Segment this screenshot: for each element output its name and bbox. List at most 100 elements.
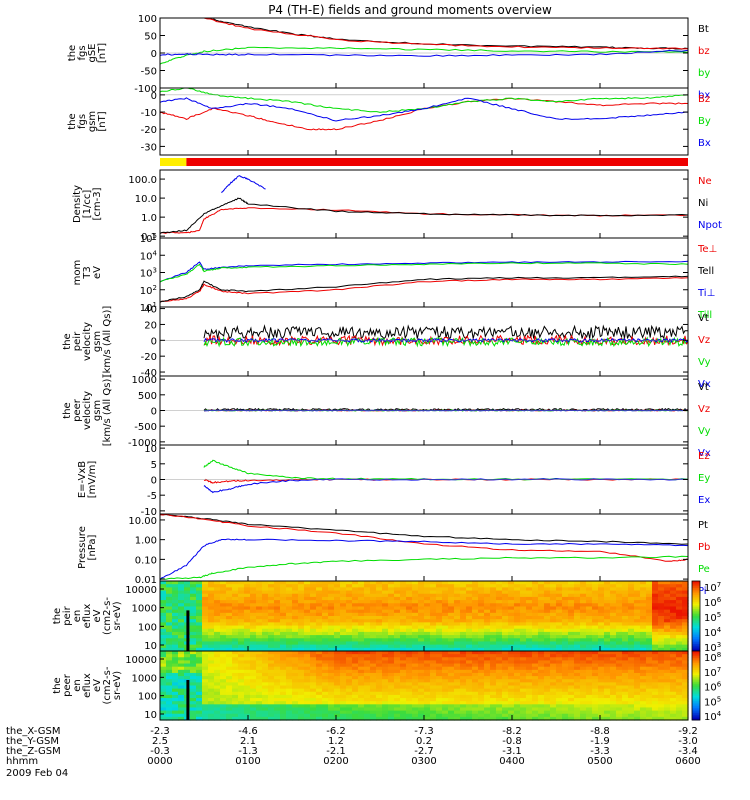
heat-cell [418,679,425,683]
heat-cell [658,622,665,627]
heat-cell [460,654,467,658]
heat-cell [430,619,437,623]
heat-cell [262,672,269,677]
heat-cell [262,647,269,652]
heat-cell [604,590,611,595]
heat-cell [178,672,185,677]
heat-cell [244,669,251,674]
heat-cell [196,716,203,721]
heat-cell [400,628,407,633]
heat-cell [220,631,227,636]
heat-cell [568,679,575,683]
heat-cell [604,679,611,683]
heat-cell [442,644,449,649]
heat-cell [304,609,311,614]
heat-cell [652,606,659,611]
heat-cell [550,707,557,712]
heat-cell [442,584,449,588]
heat-cell [196,612,203,617]
heat-cell [544,710,551,715]
heat-cell [544,647,551,652]
heat-cell [202,672,209,677]
heat-cell [502,590,509,595]
heat-cell [172,603,179,608]
heat-cell [664,698,671,702]
heat-cell [430,651,437,655]
heat-cell [598,704,605,709]
heat-cell [520,682,527,687]
heat-cell [412,716,419,721]
heat-cell [616,596,623,601]
heat-cell [508,701,515,705]
heat-cell [346,669,353,674]
heat-cell [472,644,479,649]
heat-cell [172,657,179,662]
heat-cell [190,622,197,627]
heat-cell [298,631,305,636]
heat-cell [484,590,491,595]
heat-cell [280,619,287,623]
heat-cell [556,628,563,633]
heat-cell [658,600,665,604]
heat-cell [256,679,263,683]
heat-cell [400,619,407,623]
heat-cell [526,654,533,658]
colorbar-cell [692,628,700,631]
heat-cell [604,691,611,696]
heat-cell [340,716,347,721]
heat-cell [382,587,389,592]
y-tick-label: 50 [144,32,157,43]
heat-cell [394,647,401,652]
heat-cell [220,682,227,687]
heat-cell [442,622,449,627]
heat-cell [160,710,167,715]
heat-cell [382,600,389,604]
heat-cell [652,657,659,662]
heat-cell [226,654,233,658]
heat-cell [622,628,629,633]
heat-cell [178,713,185,718]
heat-cell [484,713,491,718]
heat-cell [232,596,239,601]
heat-cell [262,660,269,665]
heat-cell [382,603,389,608]
heat-cell [166,713,173,718]
heat-cell [628,685,635,690]
heat-cell [562,660,569,665]
heat-cell [310,663,317,668]
heat-cell [544,593,551,598]
heat-cell [658,701,665,705]
heat-cell [466,647,473,652]
heat-cell [262,587,269,592]
heat-cell [172,698,179,702]
heat-cell [232,628,239,633]
heat-cell [244,641,251,646]
heat-cell [214,669,221,674]
heat-cell [526,672,533,677]
heat-cell [322,638,329,643]
heat-cell [244,663,251,668]
y-axis-label: gSE [87,43,98,62]
heat-cell [544,644,551,649]
heat-cell [502,688,509,693]
heat-cell [592,716,599,721]
heat-cell [394,596,401,601]
heat-cell [172,688,179,693]
heat-cell [256,603,263,608]
colorbar-cell [692,695,700,699]
heat-cell [472,676,479,680]
heat-cell [400,701,407,705]
heat-cell [250,669,257,674]
heat-cell [448,596,455,601]
heat-cell [352,698,359,702]
heat-cell [646,691,653,696]
heat-cell [628,713,635,718]
heat-cell [496,688,503,693]
heat-cell [616,654,623,658]
heat-cell [388,657,395,662]
heat-cell [334,663,341,668]
heat-cell [664,669,671,674]
heat-cell [646,609,653,614]
heat-cell [418,625,425,630]
heat-cell [586,716,593,721]
